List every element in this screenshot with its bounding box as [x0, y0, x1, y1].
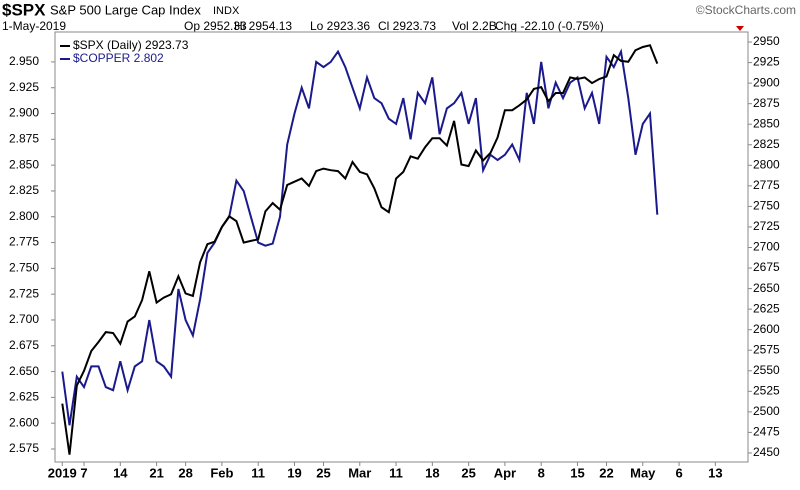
- y-tick-label: 2.900: [9, 106, 39, 120]
- quote-item: Cl 2923.73: [378, 19, 436, 33]
- y2-tick-label: 2925: [753, 55, 780, 69]
- quote-item: Vol 2.2B: [452, 19, 497, 33]
- y-tick-label: 2.850: [9, 157, 39, 171]
- y2-tick-label: 2625: [753, 301, 780, 315]
- x-tick-label: 8: [538, 465, 545, 480]
- y-tick-label: 2.800: [9, 209, 39, 223]
- series-line: [61, 44, 659, 455]
- y2-tick-label: 2850: [753, 116, 780, 130]
- quote-item: Lo 2923.36: [310, 19, 370, 33]
- y2-tick-label: 2950: [753, 34, 780, 48]
- y2-tick-label: 2500: [753, 404, 780, 418]
- x-tick-label: 6: [675, 465, 682, 480]
- y2-tick-label: 2475: [753, 425, 780, 439]
- copyright: ©StockCharts.com: [696, 3, 796, 17]
- down-arrow: [736, 26, 744, 31]
- x-tick-label: 15: [570, 465, 584, 480]
- x-tick-label: 11: [251, 465, 265, 480]
- y2-tick-label: 2600: [753, 322, 780, 336]
- y-tick-label: 2.575: [9, 441, 39, 455]
- x-tick-label: 13: [708, 465, 722, 480]
- y-tick-label: 2.875: [9, 132, 39, 146]
- x-tick-label: 22: [599, 465, 613, 480]
- y-tick-label: 2.675: [9, 338, 39, 352]
- y-tick-label: 2.750: [9, 261, 39, 275]
- y2-tick-label: 2825: [753, 137, 780, 151]
- symbol: $SPX: [2, 0, 46, 19]
- x-tick-label: 25: [316, 465, 330, 480]
- y2-tick-label: 2875: [753, 96, 780, 110]
- quote-item: Op 2952.33: [184, 19, 247, 33]
- y2-tick-label: 2775: [753, 178, 780, 192]
- y2-tick-label: 2725: [753, 219, 780, 233]
- legend-label: $SPX (Daily) 2923.73: [73, 38, 189, 52]
- x-tick-label: Mar: [348, 465, 371, 480]
- x-tick-label: 19: [287, 465, 301, 480]
- y-tick-label: 2.925: [9, 80, 39, 94]
- y2-tick-label: 2575: [753, 342, 780, 356]
- y-tick-label: 2.725: [9, 286, 39, 300]
- y-tick-label: 2.950: [9, 54, 39, 68]
- x-tick-label: 21: [149, 465, 163, 480]
- y2-tick-label: 2650: [753, 281, 780, 295]
- x-tick-label: 2019: [48, 465, 77, 480]
- exchange: INDX: [213, 5, 240, 17]
- y2-tick-label: 2750: [753, 199, 780, 213]
- y2-tick-label: 2525: [753, 383, 780, 397]
- x-tick-label: 18: [425, 465, 439, 480]
- y2-tick-label: 2550: [753, 363, 780, 377]
- y-tick-label: 2.650: [9, 364, 39, 378]
- x-tick-label: 28: [178, 465, 192, 480]
- legend-label: $COPPER 2.802: [73, 51, 164, 65]
- index-name: S&P 500 Large Cap Index: [50, 2, 201, 17]
- y2-tick-label: 2450: [753, 445, 780, 459]
- date: 1-May-2019: [2, 19, 66, 33]
- quote-item: Hi 2954.13: [234, 19, 292, 33]
- y2-tick-label: 2800: [753, 157, 780, 171]
- x-tick-label: Apr: [494, 465, 516, 480]
- y2-tick-label: 2675: [753, 260, 780, 274]
- x-tick-label: 14: [113, 465, 128, 480]
- y-tick-label: 2.775: [9, 235, 39, 249]
- y2-tick-label: 2700: [753, 240, 780, 254]
- y-tick-label: 2.625: [9, 390, 39, 404]
- x-tick-label: 7: [80, 465, 87, 480]
- x-tick-label: May: [630, 465, 656, 480]
- y2-tick-label: 2900: [753, 75, 780, 89]
- y-tick-label: 2.700: [9, 312, 39, 326]
- x-tick-label: Feb: [210, 465, 233, 480]
- x-tick-label: 25: [461, 465, 475, 480]
- y-tick-label: 2.825: [9, 183, 39, 197]
- y-tick-label: 2.600: [9, 415, 39, 429]
- quote-item: Chg -22.10 (-0.75%): [495, 19, 604, 33]
- series-line: [61, 48, 659, 426]
- x-tick-label: 11: [389, 465, 403, 480]
